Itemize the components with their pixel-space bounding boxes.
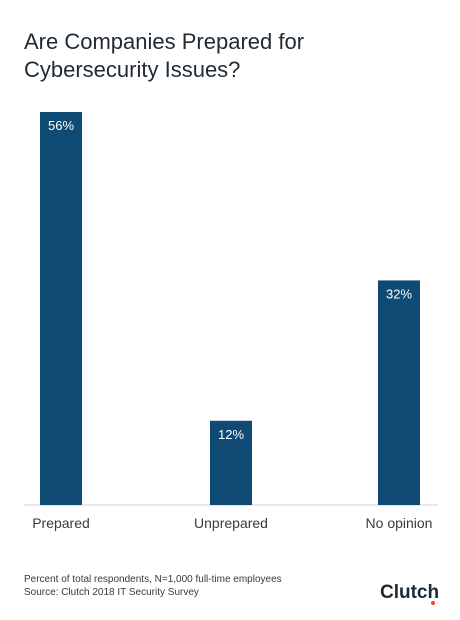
bar-unprepared	[210, 420, 252, 505]
value-label: 56%	[48, 118, 74, 133]
chart-title: Are Companies Prepared for Cybersecurity…	[24, 29, 305, 82]
value-label: 12%	[218, 427, 244, 442]
footnote: Percent of total respondents, N=1,000 fu…	[24, 574, 282, 585]
brand-logo: Clutch	[380, 582, 440, 603]
category-label: Prepared	[32, 515, 90, 531]
category-label: No opinion	[366, 515, 433, 531]
source-note: Source: Clutch 2018 IT Security Survey	[24, 587, 199, 598]
chart-footer: Percent of total respondents, N=1,000 fu…	[24, 573, 282, 599]
category-label: Unprepared	[194, 515, 268, 531]
bar-prepared	[40, 112, 82, 505]
brand-logo-dot	[431, 601, 435, 605]
value-label: 32%	[386, 286, 412, 301]
bar-no-opinion	[378, 280, 420, 505]
